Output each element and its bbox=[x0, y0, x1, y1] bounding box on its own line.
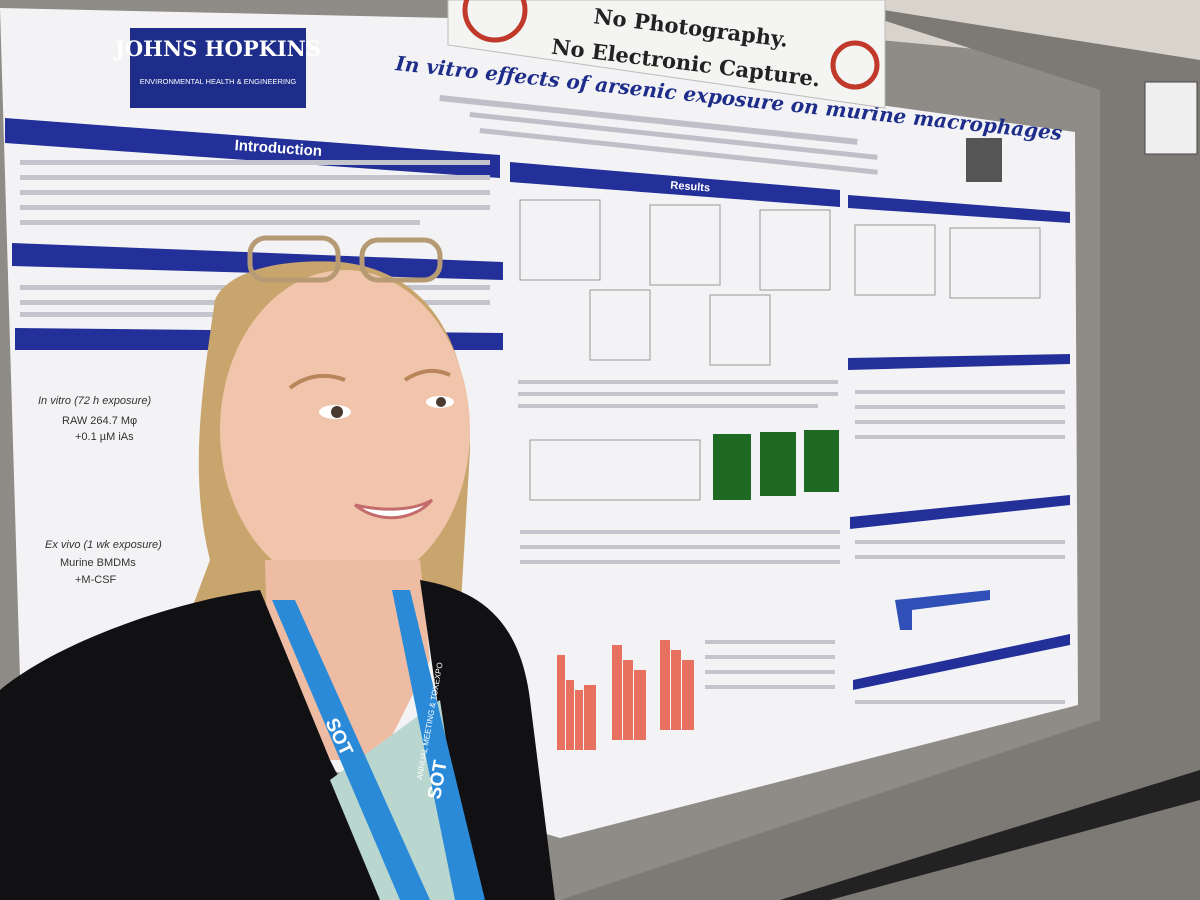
blazer bbox=[0, 590, 400, 900]
figure-panels bbox=[519, 199, 1041, 501]
section-bar bbox=[853, 634, 1070, 690]
diagram-arrow bbox=[895, 590, 990, 630]
qr-code bbox=[966, 138, 1002, 182]
iris bbox=[436, 397, 446, 407]
section-heading: Results bbox=[670, 180, 710, 195]
face bbox=[220, 270, 470, 590]
sign bbox=[447, 0, 886, 109]
method-line: Murine BMDMs bbox=[60, 557, 136, 569]
section-bar bbox=[848, 195, 1070, 223]
board-rail bbox=[780, 770, 1200, 900]
method-line: RAW 264.7 Mφ bbox=[62, 415, 137, 427]
logo-department: ENVIRONMENTAL HEALTH & ENGINEERING bbox=[140, 77, 297, 86]
microscopy-images bbox=[713, 430, 839, 500]
board-number-card bbox=[1144, 81, 1198, 155]
author-lines bbox=[439, 95, 878, 175]
sign-icon bbox=[462, 0, 528, 43]
section-bar bbox=[848, 354, 1070, 370]
blazer bbox=[420, 580, 555, 900]
lanyard-strap bbox=[392, 590, 485, 900]
red-bar-figure bbox=[557, 640, 694, 750]
section-heading: Introduction bbox=[234, 137, 322, 160]
method-line: +0.1 µM iAs bbox=[75, 431, 134, 443]
logo-name: JOHNS HOPKINS bbox=[113, 36, 321, 61]
section-bar bbox=[850, 495, 1070, 529]
glasses bbox=[247, 235, 341, 283]
brow bbox=[288, 373, 346, 390]
section-bar bbox=[510, 162, 840, 207]
sign-icon bbox=[830, 40, 880, 90]
iris bbox=[331, 406, 343, 418]
smile bbox=[354, 498, 434, 520]
logo-box bbox=[130, 28, 306, 108]
method-line: +M-CSF bbox=[75, 574, 117, 586]
brow bbox=[403, 368, 451, 382]
glasses bbox=[359, 237, 443, 283]
method-heading: In vitro (72 h exposure) bbox=[38, 395, 151, 407]
lanyard-strap bbox=[272, 600, 430, 900]
section-bar bbox=[12, 243, 503, 280]
method-heading: Ex vivo (1 wk exposure) bbox=[45, 539, 162, 551]
